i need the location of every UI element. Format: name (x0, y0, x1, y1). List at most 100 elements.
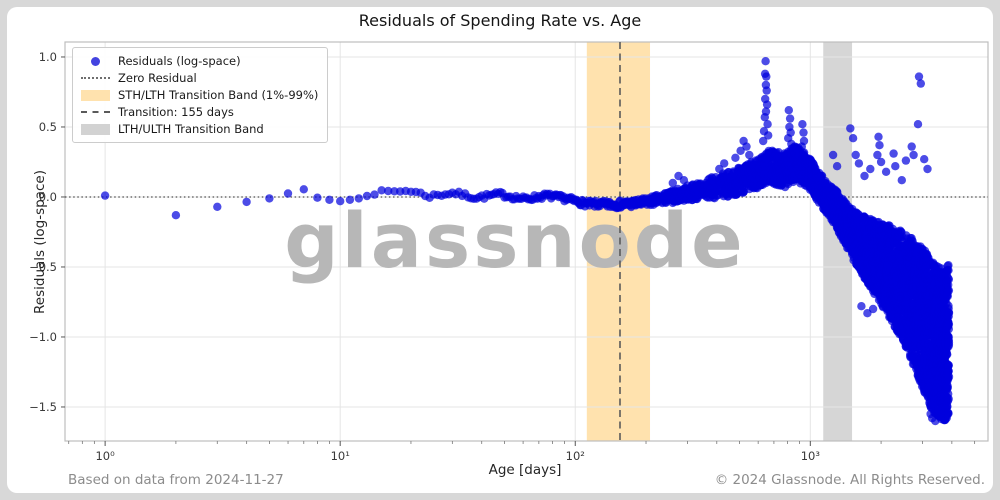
data-point (943, 350, 952, 359)
data-point (761, 107, 771, 116)
data-point (786, 128, 795, 137)
data-point (944, 372, 954, 382)
data-point (377, 186, 386, 195)
data-point (944, 275, 953, 284)
data-point (668, 178, 677, 188)
data-point (875, 141, 884, 150)
data-point (909, 150, 918, 160)
data-point (907, 142, 916, 151)
dotted-icon (81, 77, 110, 79)
data-point (944, 286, 954, 295)
data-point (265, 194, 274, 203)
refline-layer (65, 42, 988, 441)
data-point (799, 136, 809, 146)
data-point (923, 164, 932, 174)
legend-item: LTH/ULTH Transition Band (81, 122, 318, 136)
chart-title: Residuals of Spending Rate vs. Age (358, 11, 642, 30)
data-point (944, 394, 953, 404)
data-point (171, 211, 181, 220)
data-point (881, 167, 891, 176)
data-point (745, 150, 754, 160)
data-point (720, 159, 729, 168)
data-point (846, 124, 855, 133)
x-tick-label: 10³ (801, 449, 821, 463)
legend-band-orange-swatch (81, 89, 110, 101)
x-tick-label: 10¹ (331, 449, 350, 463)
legend-dashed-swatch (81, 111, 110, 113)
scatter-points (100, 57, 954, 426)
data-point (832, 162, 842, 171)
data-point (787, 139, 796, 148)
data-point (362, 191, 372, 201)
data-point (914, 72, 924, 81)
data-point (891, 162, 900, 171)
data-point (736, 146, 745, 155)
data-point (100, 191, 110, 200)
data-point (851, 150, 860, 160)
data-point (785, 114, 795, 123)
data-point (944, 409, 953, 418)
data-point (889, 149, 898, 158)
data-point (901, 156, 911, 165)
legend-dotted-swatch (81, 77, 110, 79)
data-point (242, 197, 251, 207)
data-point (299, 185, 308, 194)
data-point (874, 132, 883, 141)
data-point (854, 159, 864, 168)
legend-item-label: Transition: 155 days (118, 105, 234, 119)
data-point (784, 106, 793, 115)
band-gray-icon (81, 123, 110, 135)
data-point (897, 176, 906, 185)
data-point (944, 338, 954, 347)
data-point (920, 155, 929, 164)
legend-band-gray-swatch (81, 123, 110, 135)
data-point (762, 72, 771, 81)
data-point (799, 128, 808, 137)
legend-item: Residuals (log-space) (81, 54, 318, 68)
data-point (866, 164, 875, 174)
legend-item-label: Residuals (log-space) (118, 54, 241, 68)
dot-icon (91, 56, 100, 66)
legend-item-label: LTH/ULTH Transition Band (118, 122, 264, 136)
data-point (944, 308, 954, 318)
legend-item-label: Zero Residual (118, 71, 197, 85)
band-orange-icon (81, 89, 110, 101)
sth-lth-band (586, 42, 651, 441)
legend-item: Transition: 155 days (81, 105, 318, 119)
y-tick-label: −0.5 (29, 260, 57, 274)
data-point (943, 382, 952, 391)
data-point (313, 193, 322, 202)
data-point (944, 320, 954, 329)
plot-spine (64, 41, 989, 442)
data-point (868, 304, 878, 314)
x-tick-label: 10⁰ (95, 449, 115, 463)
y-tick-label: 0.5 (39, 120, 57, 134)
data-point (934, 405, 943, 414)
data-point (913, 120, 923, 129)
data-point (213, 202, 222, 211)
dashed-icon (81, 111, 110, 113)
data-point (944, 366, 953, 376)
data-point (848, 134, 858, 143)
data-point (764, 131, 773, 140)
data-point (857, 302, 866, 311)
y-tick-label: 1.0 (39, 50, 57, 64)
axes-layer: 1.0 0.5 0.0 −0.5 −1.0 −1.5 10⁰ 10¹ 10² 10³ (29, 41, 989, 463)
data-point (354, 194, 363, 203)
data-point (931, 416, 940, 426)
data-point (283, 189, 293, 198)
data-point (345, 195, 355, 204)
x-axis-label: Age [days] (488, 462, 562, 478)
legend: Residuals (log-space) Zero Residual STH/LT… (72, 47, 329, 143)
data-point (876, 157, 886, 167)
data-point (916, 79, 925, 88)
legend-item: Zero Residual (81, 71, 318, 85)
data-point (731, 153, 740, 162)
data-point (798, 120, 807, 129)
data-point (762, 86, 771, 95)
data-point (679, 176, 689, 185)
footer-data-note: Based on data from 2024-11-27 (68, 472, 284, 488)
data-point (370, 190, 379, 199)
footer-copyright: © 2024 Glassnode. All Rights Reserved. (714, 472, 985, 488)
